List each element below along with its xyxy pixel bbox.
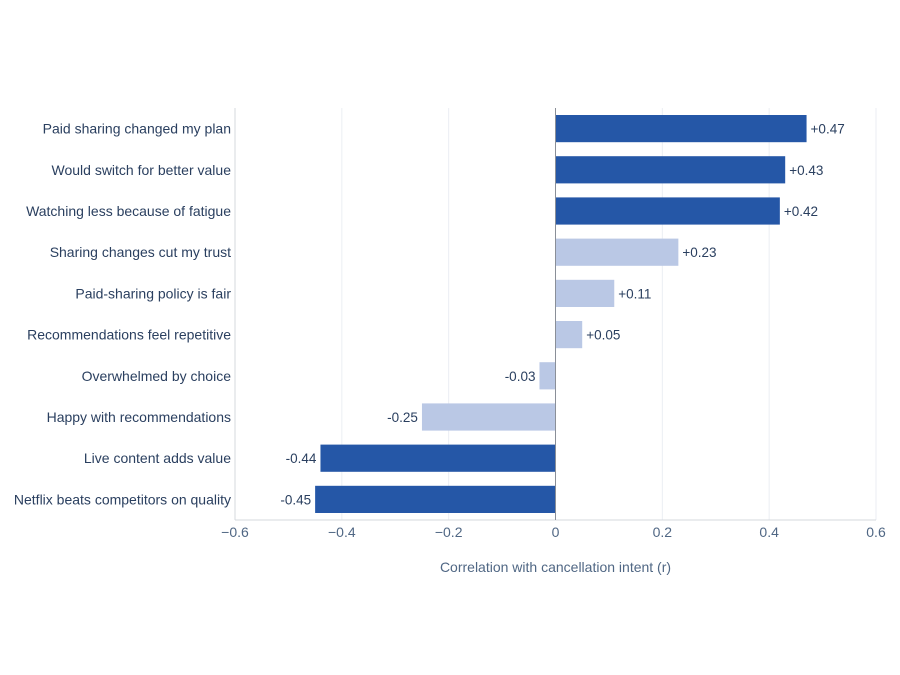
data-label: -0.44 (286, 451, 317, 466)
category-label: Sharing changes cut my trust (50, 244, 231, 260)
data-label: -0.25 (387, 410, 418, 425)
bar (315, 485, 556, 513)
x-tick-label: 0.4 (759, 524, 779, 540)
x-tick-label: 0.2 (653, 524, 673, 540)
bar (555, 115, 807, 143)
data-label: +0.42 (784, 204, 818, 219)
category-label: Happy with recommendations (47, 409, 231, 425)
data-label: +0.47 (811, 122, 845, 137)
bar (320, 444, 556, 472)
category-label: Paid-sharing policy is fair (75, 285, 231, 301)
category-label: Netflix beats competitors on quality (14, 491, 231, 507)
x-tick-label: −0.4 (328, 524, 356, 540)
data-label: -0.03 (505, 369, 536, 384)
category-label: Would switch for better value (52, 162, 232, 178)
category-label: Paid sharing changed my plan (43, 121, 231, 137)
bar (555, 156, 786, 184)
x-tick-label: −0.6 (221, 524, 249, 540)
x-tick-label: −0.2 (435, 524, 463, 540)
category-label: Recommendations feel repetitive (27, 327, 231, 343)
x-tick-label: 0.6 (866, 524, 886, 540)
category-label: Live content adds value (84, 450, 231, 466)
data-label: +0.43 (789, 163, 823, 178)
x-axis-title: Correlation with cancellation intent (r) (440, 559, 671, 575)
bar (539, 362, 556, 390)
data-label: +0.23 (682, 245, 716, 260)
axes: −0.6 −0.4 −0.2 0 0.2 0.4 0.6 (221, 108, 886, 540)
bar (555, 279, 615, 307)
data-label: +0.05 (586, 328, 620, 343)
category-label: Overwhelmed by choice (82, 368, 232, 384)
bars (315, 115, 807, 513)
x-tick-label: 0 (552, 524, 560, 540)
bar (555, 197, 780, 225)
data-label: -0.45 (280, 492, 311, 507)
bar (421, 403, 556, 431)
category-label: Watching less because of fatigue (26, 203, 231, 219)
bar (555, 238, 679, 266)
labels: Paid sharing changed my plan +0.47 Would s… (14, 121, 845, 508)
bar (555, 321, 583, 349)
data-label: +0.11 (618, 286, 651, 301)
